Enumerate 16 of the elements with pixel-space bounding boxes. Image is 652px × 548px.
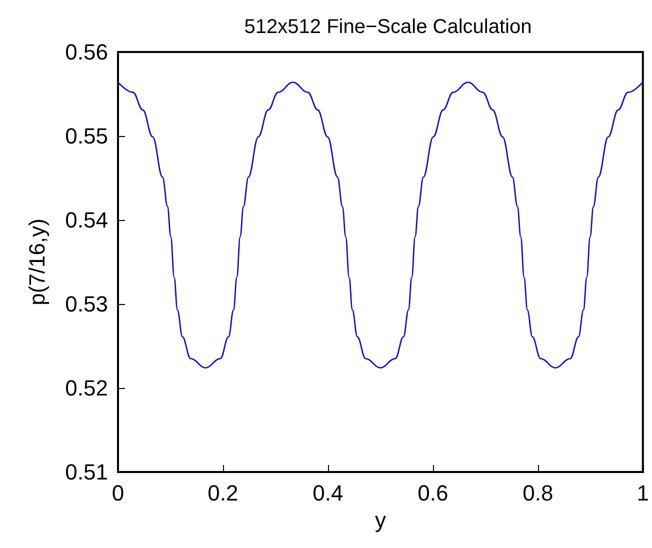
x-tick-label: 0.8 (522, 480, 554, 506)
x-tick-label: 0.2 (208, 480, 238, 506)
y-tick-label: 0.53 (65, 292, 108, 316)
y-tick-label: 0.56 (65, 40, 108, 64)
line-series (117, 82, 644, 368)
x-tick-label: 1 (636, 480, 650, 506)
y-tick-label: 0.55 (65, 124, 108, 148)
chart-title: 512x512 Fine−Scale Calculation (244, 16, 532, 38)
y-tick-label: 0.51 (65, 460, 108, 484)
y-tick-label: 0.52 (65, 376, 108, 400)
x-axis-title: y (374, 507, 386, 532)
x-tick-label: 0 (112, 480, 124, 506)
x-tick-label: 0.6 (418, 480, 448, 506)
y-tick-label: 0.54 (65, 208, 108, 232)
y-axis-title: p(7/16,y) (24, 218, 50, 306)
x-tick-label: 0.4 (312, 480, 344, 506)
